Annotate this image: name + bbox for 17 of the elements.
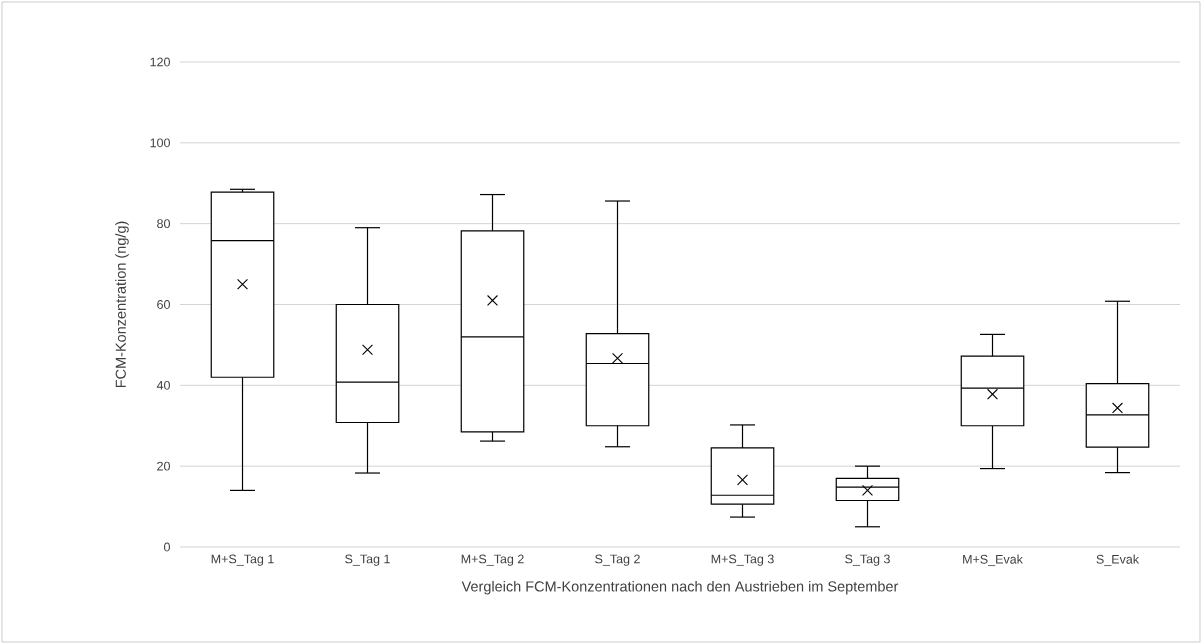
x-tick-label: M+S_Tag 2 <box>461 554 524 566</box>
y-axis-title: FCM-Konzentration (ng/g) <box>115 221 129 388</box>
x-tick-label: S_Evak <box>1096 554 1140 567</box>
x-tick-label: S_Tag 2 <box>595 554 640 566</box>
y-tick-label: 80 <box>157 219 170 229</box>
y-tick-label: 120 <box>150 57 170 67</box>
y-tick-label: 100 <box>150 138 170 148</box>
y-tick-label: 60 <box>157 300 170 309</box>
x-tick-label: S_Tag 3 <box>845 554 890 566</box>
y-tick-label: 20 <box>157 461 170 471</box>
x-tick-label: M+S_Tag 1 <box>211 554 274 566</box>
x-tick-label: M+S_Tag 3 <box>711 554 774 566</box>
x-axis-title: Vergleich FCM-Konzentrationen nach den Austrieben im September <box>461 580 899 595</box>
x-tick-label: S_Tag 1 <box>345 554 390 566</box>
y-tick-label: 40 <box>156 380 170 390</box>
x-tick-label: M+S_Evak <box>963 554 1023 567</box>
y-tick-label: 0 <box>164 542 170 552</box>
